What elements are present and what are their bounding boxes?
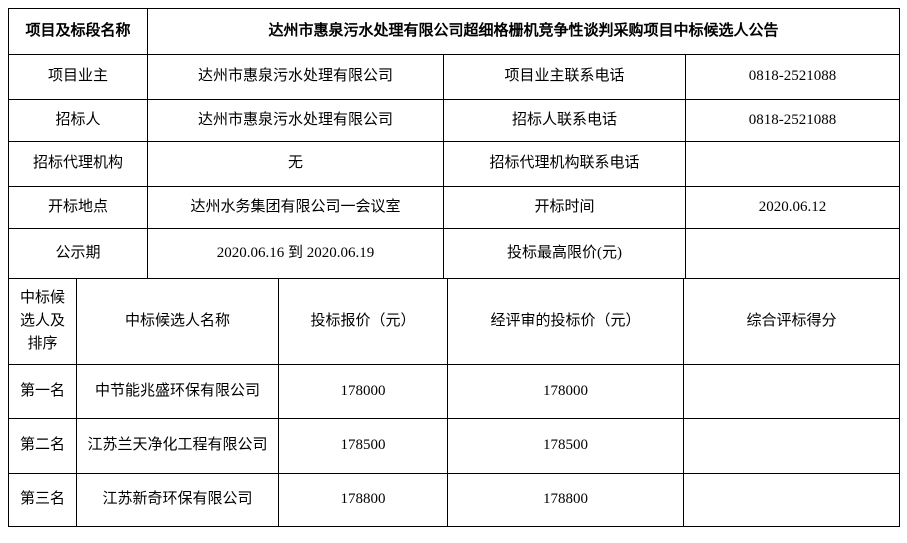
candidate-name: 江苏兰天净化工程有限公司 (76, 418, 279, 474)
opening-place-value: 达州水务集团有限公司一会议室 (147, 186, 444, 229)
bidder-phone-value: 0818-2521088 (684, 99, 901, 142)
candidate-rank-header: 中标候选人及排序 (8, 278, 77, 365)
max-price-value (684, 228, 901, 279)
candidate-row-1: 第一名 中节能兆盛环保有限公司 178000 178000 (8, 364, 900, 419)
score-header: 综合评标得分 (683, 278, 900, 365)
candidate-bid-price: 178800 (278, 473, 448, 527)
candidate-name: 中节能兆盛环保有限公司 (76, 364, 279, 419)
owner-value: 达州市惠泉污水处理有限公司 (147, 54, 444, 100)
agency-phone-value (684, 141, 901, 187)
publicity-period-label: 公示期 (8, 228, 148, 279)
candidate-row-2: 第二名 江苏兰天净化工程有限公司 178500 178500 (8, 418, 900, 474)
table-row-opening: 开标地点 达州水务集团有限公司一会议室 开标时间 2020.06.12 (8, 186, 901, 229)
owner-phone-label: 项目业主联系电话 (443, 54, 686, 100)
table-row-bidder: 招标人 达州市惠泉污水处理有限公司 招标人联系电话 0818-2521088 (8, 99, 901, 142)
candidate-evaluated-price: 178500 (447, 418, 684, 474)
evaluated-price-header: 经评审的投标价（元） (447, 278, 684, 365)
candidates-table: 中标候选人及排序 中标候选人名称 投标报价（元） 经评审的投标价（元） 综合评标… (8, 278, 900, 527)
candidate-score (683, 473, 900, 527)
candidate-evaluated-price: 178800 (447, 473, 684, 527)
project-name-label: 项目及标段名称 (8, 8, 148, 55)
candidate-rank: 第二名 (8, 418, 77, 474)
candidate-score (683, 418, 900, 474)
publicity-period-value: 2020.06.16 到 2020.06.19 (147, 228, 444, 279)
bidder-value: 达州市惠泉污水处理有限公司 (147, 99, 444, 142)
agency-label: 招标代理机构 (8, 141, 148, 187)
agency-phone-label: 招标代理机构联系电话 (443, 141, 686, 187)
table-row-publicity: 公示期 2020.06.16 到 2020.06.19 投标最高限价(元) (8, 228, 901, 279)
project-name-value: 达州市惠泉污水处理有限公司超细格栅机竞争性谈判采购项目中标候选人公告 (146, 8, 901, 55)
table-row-owner: 项目业主 达州市惠泉污水处理有限公司 项目业主联系电话 0818-2521088 (8, 54, 901, 100)
max-price-label: 投标最高限价(元) (443, 228, 686, 279)
candidate-row-3: 第三名 江苏新奇环保有限公司 178800 178800 (8, 473, 900, 527)
candidate-bid-price: 178500 (278, 418, 448, 474)
table-row-agency: 招标代理机构 无 招标代理机构联系电话 (8, 141, 901, 187)
owner-label: 项目业主 (8, 54, 148, 100)
bid-price-header: 投标报价（元） (278, 278, 448, 365)
candidate-bid-price: 178000 (278, 364, 448, 419)
candidate-rank: 第一名 (8, 364, 77, 419)
table-row-project-name: 项目及标段名称 达州市惠泉污水处理有限公司超细格栅机竞争性谈判采购项目中标候选人… (8, 8, 901, 55)
candidates-header-row: 中标候选人及排序 中标候选人名称 投标报价（元） 经评审的投标价（元） 综合评标… (8, 278, 900, 365)
bidder-phone-label: 招标人联系电话 (443, 99, 686, 142)
project-info-table: 项目及标段名称 达州市惠泉污水处理有限公司超细格栅机竞争性谈判采购项目中标候选人… (8, 8, 901, 279)
candidate-name: 江苏新奇环保有限公司 (76, 473, 279, 527)
opening-time-label: 开标时间 (443, 186, 686, 229)
bidder-label: 招标人 (8, 99, 148, 142)
candidate-name-header: 中标候选人名称 (76, 278, 279, 365)
candidate-score (683, 364, 900, 419)
owner-phone-value: 0818-2521088 (684, 54, 901, 100)
opening-place-label: 开标地点 (8, 186, 148, 229)
opening-time-value: 2020.06.12 (684, 186, 901, 229)
candidate-evaluated-price: 178000 (447, 364, 684, 419)
candidate-rank: 第三名 (8, 473, 77, 527)
agency-value: 无 (147, 141, 444, 187)
